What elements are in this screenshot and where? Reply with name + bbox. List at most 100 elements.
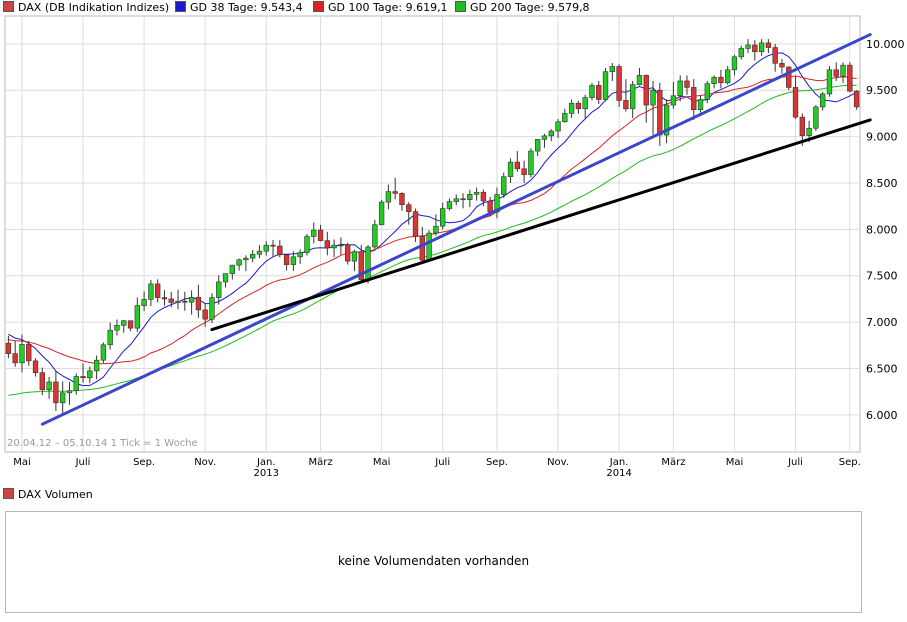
candle-body: [758, 42, 765, 53]
candle: [304, 234, 310, 256]
candle: [5, 335, 12, 359]
candle-body: [236, 259, 242, 266]
candle-body: [53, 381, 59, 404]
candle: [697, 95, 704, 113]
candle-body: [596, 85, 602, 100]
candle-body: [80, 376, 86, 379]
candle-body: [345, 244, 351, 262]
candle-body: [541, 135, 548, 140]
candle: [568, 99, 575, 119]
candle-body: [514, 161, 520, 170]
candle-body: [229, 264, 235, 274]
candle-body: [616, 66, 622, 101]
candle: [283, 254, 290, 271]
candle-body: [195, 296, 202, 311]
y-tick-label: 9.000: [866, 131, 898, 144]
candle: [73, 373, 79, 395]
candle: [772, 43, 778, 72]
candle-body: [87, 370, 93, 379]
candles: [5, 39, 860, 415]
candle-body: [480, 191, 487, 202]
candle: [507, 158, 514, 183]
candle: [216, 275, 222, 305]
candle: [535, 139, 541, 157]
candle-body: [501, 176, 507, 195]
candle: [758, 39, 765, 56]
legend-item-gd38: GD 38 Tage: 9.543,4: [175, 1, 303, 14]
candle-body: [250, 253, 256, 259]
candle: [725, 66, 731, 85]
candle: [494, 187, 500, 219]
candle-body: [562, 113, 568, 123]
candle-body: [311, 229, 317, 237]
candle: [243, 255, 249, 272]
candle-body: [602, 71, 609, 100]
candle-body: [155, 283, 161, 298]
candle-body: [12, 353, 18, 364]
candle: [12, 340, 18, 367]
candle-body: [630, 84, 636, 110]
candle: [297, 249, 303, 264]
legend-label-gd38: GD 38 Tage: 9.543,4: [190, 1, 303, 14]
candle: [731, 54, 738, 76]
candle: [372, 219, 378, 250]
candle: [399, 192, 405, 211]
candle: [209, 293, 215, 324]
volume-legend-swatch: [3, 488, 14, 499]
candle-body: [378, 201, 385, 226]
candle-body: [704, 83, 710, 100]
candle: [250, 249, 256, 263]
candle-body: [752, 44, 758, 53]
trendline: [210, 118, 872, 332]
candle: [32, 358, 39, 377]
candle: [168, 291, 174, 308]
candle-body: [521, 168, 527, 175]
candle-body: [582, 97, 588, 110]
candle-body: [691, 87, 697, 110]
candle-body: [494, 194, 500, 213]
volume-panel: keine Volumendaten vorhanden: [5, 511, 862, 613]
candle: [677, 75, 683, 102]
candle: [718, 69, 724, 89]
candle-body: [568, 102, 575, 114]
candle-body: [175, 300, 181, 303]
candle-body: [127, 320, 134, 329]
x-tick-label: Nov.: [547, 457, 569, 468]
candle-body: [358, 251, 364, 280]
candle-body: [548, 130, 554, 137]
candle-body: [399, 193, 405, 205]
candle-body: [331, 244, 337, 249]
legend-swatch-gd100: [313, 1, 324, 12]
candle-body: [650, 89, 656, 106]
candle: [412, 208, 419, 242]
y-tick-label: 9.500: [866, 84, 898, 97]
candle: [738, 45, 744, 60]
candle-body: [392, 191, 398, 194]
candle: [514, 151, 520, 172]
candle: [331, 239, 337, 258]
candle-body: [297, 252, 303, 258]
candle-body: [290, 256, 297, 265]
candle-body: [663, 104, 670, 136]
candle-body: [440, 208, 446, 227]
candle: [684, 75, 690, 95]
candle: [229, 264, 235, 280]
candle-body: [657, 89, 663, 136]
candle-body: [32, 360, 39, 373]
candle: [263, 241, 269, 256]
x-tick-label: Jan.: [256, 457, 276, 468]
candle-body: [243, 257, 249, 261]
candle-body: [460, 198, 466, 201]
candle: [541, 133, 548, 148]
candle-body: [847, 64, 853, 92]
candle-body: [107, 329, 113, 346]
candle-body: [256, 250, 263, 255]
y-tick-label: 7.000: [866, 316, 898, 329]
candle: [847, 62, 853, 93]
candle: [155, 279, 161, 303]
legend-label-gd200: GD 200 Tage: 9.579,8: [470, 1, 590, 14]
candle: [141, 291, 147, 312]
candle-body: [467, 193, 473, 200]
candle-body: [406, 204, 412, 212]
candle: [127, 320, 134, 332]
